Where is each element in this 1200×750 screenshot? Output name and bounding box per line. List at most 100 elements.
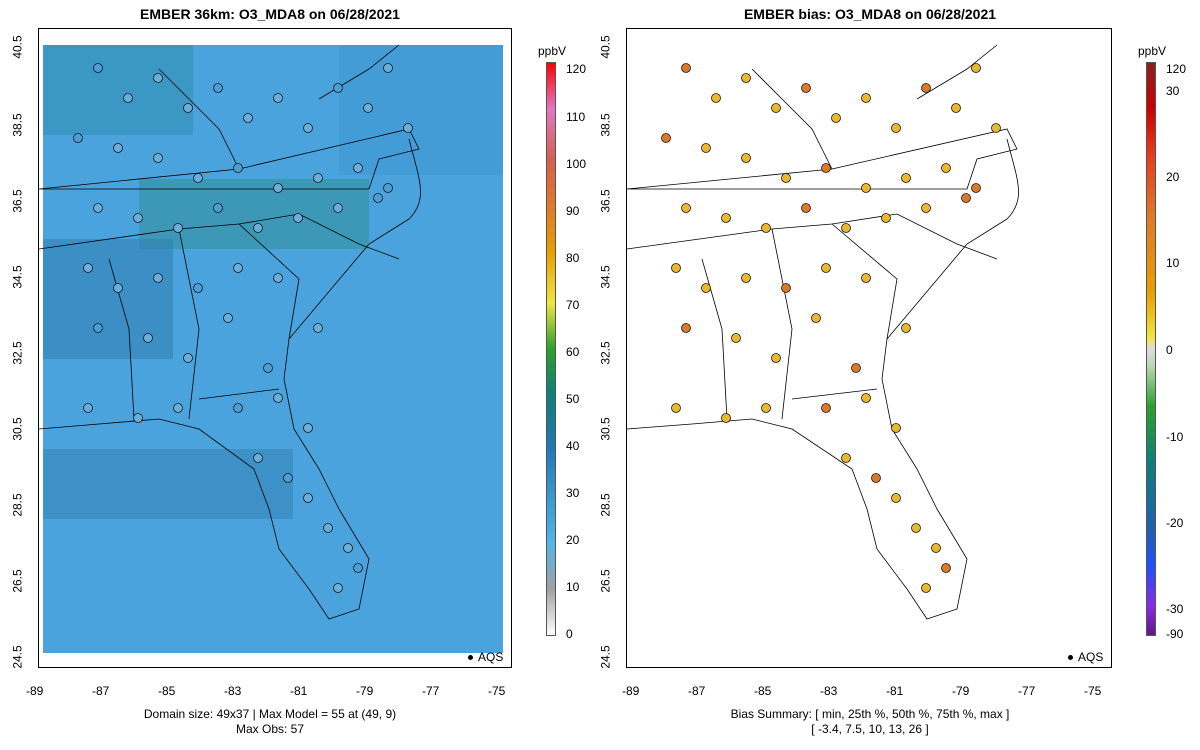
right-colorbar-tick: -30 xyxy=(1166,602,1184,616)
right-y-tick: 32.5 xyxy=(598,341,613,365)
station-marker xyxy=(891,123,901,133)
station-marker xyxy=(761,223,771,233)
left-y-tick: 36.5 xyxy=(10,189,25,213)
station-marker xyxy=(303,123,313,133)
left-colorbar-tick: 40 xyxy=(566,439,580,453)
station-marker xyxy=(861,183,871,193)
station-marker xyxy=(721,413,731,423)
station-marker xyxy=(73,133,83,143)
left-colorbar-tick: 50 xyxy=(566,392,580,406)
left-legend-label: AQS xyxy=(478,650,504,664)
station-marker xyxy=(153,153,163,163)
left-map-canvas xyxy=(39,44,503,653)
left-x-tick: -79 xyxy=(356,684,374,698)
station-marker xyxy=(851,363,861,373)
left-colorbar-tick: 120 xyxy=(566,62,587,76)
left-colorbar-unit: ppbV xyxy=(538,44,567,58)
right-map-frame xyxy=(626,28,1112,668)
right-station-markers xyxy=(661,63,1001,593)
station-marker xyxy=(143,333,153,343)
station-marker xyxy=(991,123,1001,133)
station-marker xyxy=(741,153,751,163)
station-marker xyxy=(343,543,353,553)
station-marker xyxy=(801,203,811,213)
station-marker xyxy=(153,273,163,283)
left-x-tick: -75 xyxy=(488,684,506,698)
right-x-tick: -77 xyxy=(1018,684,1036,698)
station-marker xyxy=(273,273,283,283)
left-caption-line1: Domain size: 49x37 | Max Model = 55 at (… xyxy=(143,707,397,721)
right-y-tick: 38.5 xyxy=(598,113,613,137)
left-colorbar-tick: 110 xyxy=(566,110,586,124)
right-map-canvas xyxy=(627,44,1019,620)
left-y-tick: 34.5 xyxy=(10,265,25,289)
station-marker xyxy=(183,353,193,363)
legend-dot-icon xyxy=(1068,654,1073,660)
station-marker xyxy=(233,263,243,273)
left-y-tick: 28.5 xyxy=(10,493,25,517)
station-marker xyxy=(353,163,363,173)
station-marker xyxy=(881,213,891,223)
left-colorbar-tick: 100 xyxy=(566,157,587,171)
left-x-tick: -81 xyxy=(290,684,308,698)
left-colorbar-tick: 90 xyxy=(566,204,580,218)
station-marker xyxy=(253,223,263,233)
right-colorbar-tick: -10 xyxy=(1166,430,1184,444)
left-y-tick: 30.5 xyxy=(10,417,25,441)
left-colorbar-tick: 0 xyxy=(566,627,573,641)
right-colorbar-tick: 10 xyxy=(1166,256,1180,270)
station-marker xyxy=(333,83,343,93)
station-marker xyxy=(941,563,951,573)
left-y-tick: 24.5 xyxy=(10,645,25,669)
station-marker xyxy=(821,403,831,413)
left-legend: AQS xyxy=(468,650,503,664)
right-y-tick: 26.5 xyxy=(598,569,613,593)
right-x-tick: -85 xyxy=(754,684,772,698)
station-marker xyxy=(921,583,931,593)
right-boundaries xyxy=(627,44,1019,620)
left-colorbar-tick: 10 xyxy=(566,580,580,594)
station-marker xyxy=(273,183,283,193)
right-panel-title: EMBER bias: O3_MDA8 on 06/28/2021 xyxy=(743,6,997,22)
station-marker xyxy=(363,103,373,113)
station-marker xyxy=(173,403,183,413)
right-x-tick: -81 xyxy=(886,684,904,698)
model-hotspot-gulf xyxy=(43,449,293,519)
station-marker xyxy=(303,493,313,503)
station-marker xyxy=(861,393,871,403)
right-colorbar-tick: 0 xyxy=(1166,343,1173,357)
station-marker xyxy=(293,213,303,223)
station-marker xyxy=(263,363,273,373)
left-x-tick: -85 xyxy=(158,684,176,698)
right-legend-label: AQS xyxy=(1078,650,1104,664)
left-y-tick: 32.5 xyxy=(10,341,25,365)
station-marker xyxy=(891,493,901,503)
station-marker xyxy=(831,113,841,123)
station-marker xyxy=(701,143,711,153)
station-marker xyxy=(921,203,931,213)
right-y-tick: 28.5 xyxy=(598,493,613,517)
station-marker xyxy=(213,203,223,213)
station-marker xyxy=(243,113,253,123)
station-marker xyxy=(871,473,881,483)
station-marker xyxy=(931,543,941,553)
station-marker xyxy=(971,183,981,193)
station-marker xyxy=(93,63,103,73)
right-colorbar xyxy=(1146,62,1156,636)
right-y-tick: 34.5 xyxy=(598,265,613,289)
left-x-tick: -89 xyxy=(26,684,44,698)
station-marker xyxy=(681,323,691,333)
station-marker xyxy=(133,213,143,223)
left-y-tick: 40.5 xyxy=(10,35,25,59)
station-marker xyxy=(113,143,123,153)
station-marker xyxy=(383,63,393,73)
station-marker xyxy=(781,173,791,183)
station-marker xyxy=(183,103,193,113)
station-marker xyxy=(83,403,93,413)
station-marker xyxy=(701,283,711,293)
station-marker xyxy=(193,283,203,293)
station-marker xyxy=(173,223,183,233)
left-colorbar-tick: 60 xyxy=(566,345,580,359)
station-marker xyxy=(731,333,741,343)
station-marker xyxy=(671,263,681,273)
